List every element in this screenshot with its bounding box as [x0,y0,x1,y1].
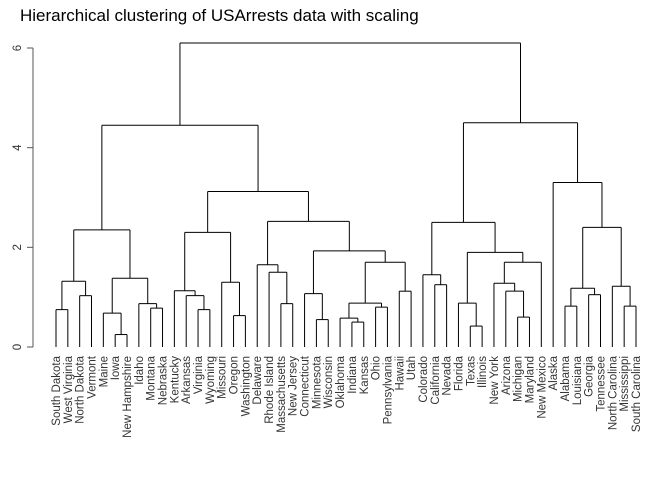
leaf-label-south-carolina: South Carolina [631,355,643,432]
leaf-label-florida: Florida [453,355,465,391]
leaf-label-illinois: Illinois [477,356,489,388]
leaf-label-north-carolina: North Carolina [607,355,619,430]
dendrogram-branches [55,42,637,347]
leaf-label-massachusetts: Massachusetts [276,356,288,433]
leaf-label-rhode-island: Rhode Island [264,356,276,424]
leaf-label-arkansas: Arkansas [181,356,193,404]
chart-title: Hierarchical clustering of USArrests dat… [20,6,419,25]
leaf-label-delaware: Delaware [252,356,264,405]
leaf-label-washington: Washington [240,356,252,416]
leaf-label-texas: Texas [465,356,477,386]
leaf-label-new-mexico: New Mexico [536,356,548,419]
leaf-label-oklahoma: Oklahoma [335,355,347,408]
leaf-label-alabama: Alabama [560,355,572,401]
leaf-label-kentucky: Kentucky [169,356,181,404]
leaf-label-arizona: Arizona [501,355,513,395]
leaf-label-indiana: Indiana [347,355,359,393]
leaf-label-west-virginia: West Virginia [63,355,75,423]
leaf-label-connecticut: Connecticut [300,355,312,417]
leaf-label-mississippi: Mississippi [619,356,631,412]
leaf-label-colorado: Colorado [418,356,430,403]
leaf-label-louisiana: Louisiana [572,355,584,405]
leaf-label-pennsylvania: Pennsylvania [382,355,394,424]
leaf-label-maine: Maine [98,356,110,387]
leaf-label-georgia: Georgia [584,355,596,397]
leaf-label-iowa: Iowa [110,355,122,380]
leaf-label-south-dakota: South Dakota [51,355,63,425]
leaf-label-north-dakota: North Dakota [75,355,87,423]
y-tick-label: 2 [12,244,24,250]
y-tick-label: 4 [12,144,24,151]
leaf-label-utah: Utah [406,356,418,380]
leaf-label-new-jersey: New Jersey [288,356,300,416]
leaf-label-missouri: Missouri [217,356,229,399]
leaf-label-new-hampshire: New Hampshire [122,356,134,438]
leaf-label-california: California [430,355,442,404]
leaf-label-alaska: Alaska [548,355,560,390]
leaf-label-vermont: Vermont [87,355,99,399]
leaf-labels: South Dakota West Virginia North Dakota Ver… [51,355,643,438]
leaf-label-idaho: Idaho [134,356,146,385]
leaf-label-wyoming: Wyoming [205,356,217,404]
leaf-label-maryland: Maryland [524,356,536,403]
y-tick-label: 0 [12,344,24,350]
leaf-label-new-york: New York [489,356,501,405]
leaf-label-nevada: Nevada [442,355,454,395]
leaf-label-oregon: Oregon [229,356,241,394]
leaf-label-virginia: Virginia [193,355,205,394]
y-tick-label: 6 [12,45,24,51]
leaf-label-tennessee: Tennessee [595,356,607,412]
y-axis: 0 2 4 6 [12,45,34,350]
leaf-label-nebraska: Nebraska [158,355,170,405]
leaf-label-montana: Montana [146,355,158,400]
leaf-label-wisconsin: Wisconsin [323,356,335,408]
leaf-label-minnesota: Minnesota [311,355,323,409]
leaf-label-kansas: Kansas [359,356,371,395]
leaf-label-michigan: Michigan [513,356,525,402]
leaf-label-hawaii: Hawaii [394,356,406,391]
leaf-label-ohio: Ohio [371,356,383,380]
